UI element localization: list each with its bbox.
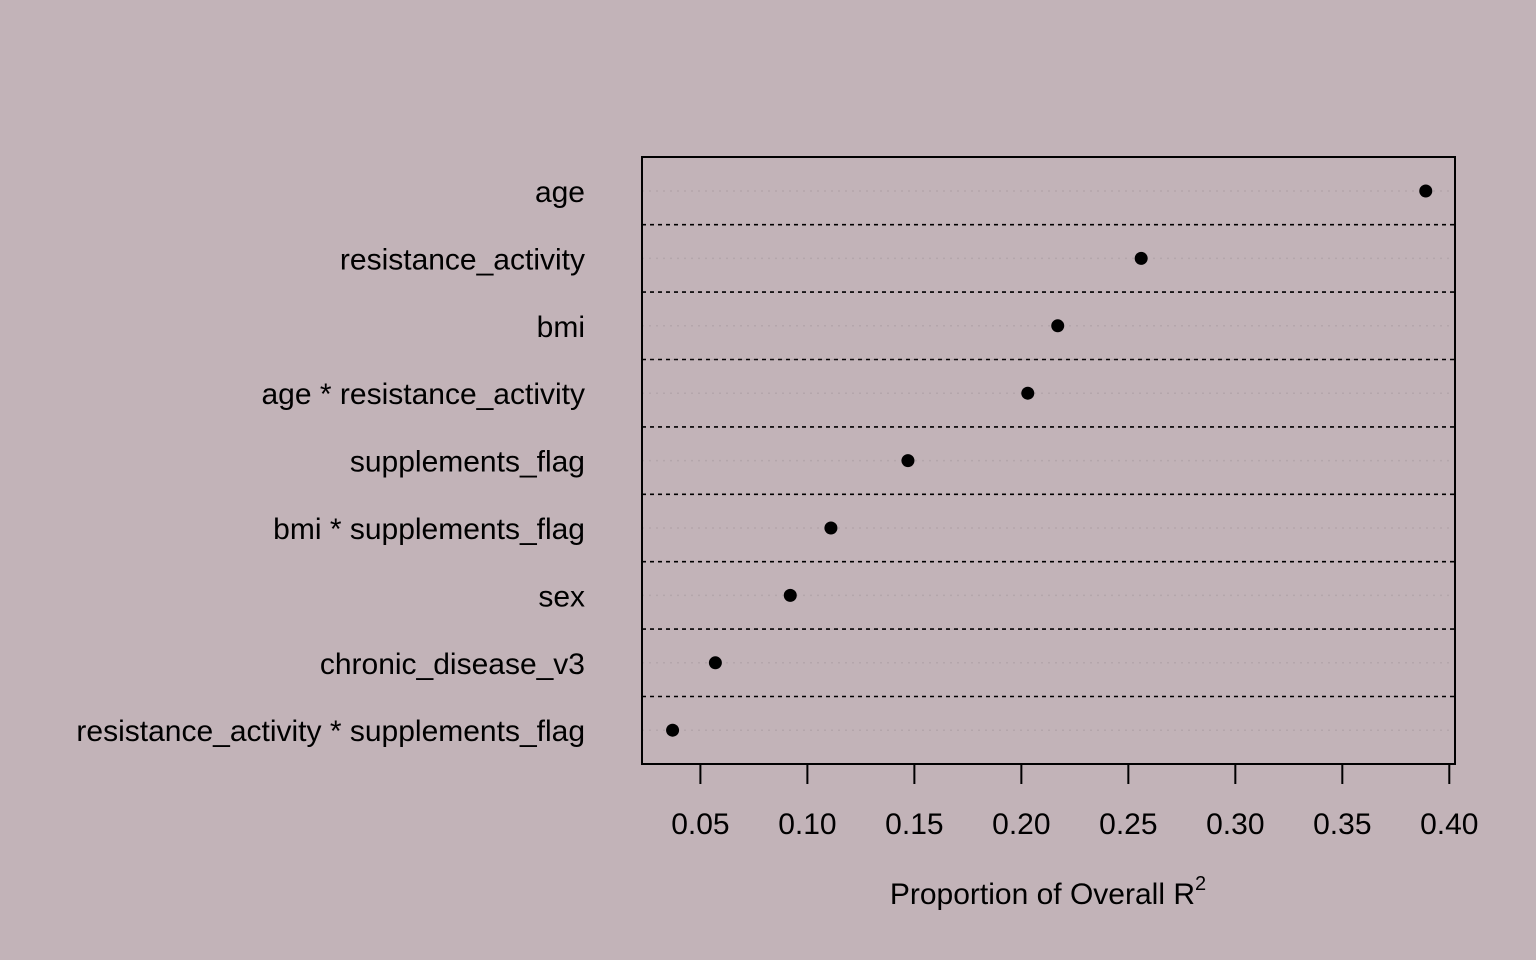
- data-point: [1419, 184, 1433, 198]
- category-label: supplements_flag: [350, 446, 585, 479]
- data-point: [1051, 319, 1065, 333]
- x-tick-label: 0.15: [885, 808, 943, 841]
- x-tick-label: 0.10: [778, 808, 836, 841]
- data-point: [1021, 386, 1035, 400]
- row-guides: [642, 190, 1455, 731]
- x-axis-title: Proportion of Overall R2: [890, 873, 1206, 911]
- category-label: age * resistance_activity: [262, 378, 586, 411]
- x-tick-label: 0.40: [1420, 808, 1478, 841]
- category-label: age: [535, 176, 585, 209]
- data-points: [666, 184, 1433, 737]
- category-label: resistance_activity * supplements_flag: [76, 715, 585, 748]
- category-label: sex: [538, 580, 585, 613]
- data-point: [901, 454, 915, 468]
- data-point: [783, 588, 797, 602]
- category-label: chronic_disease_v3: [320, 648, 585, 681]
- category-label: resistance_activity: [340, 243, 585, 276]
- x-tick-label: 0.35: [1313, 808, 1371, 841]
- data-point: [1134, 251, 1148, 265]
- data-point: [708, 656, 722, 670]
- x-tick-label: 0.25: [1099, 808, 1157, 841]
- x-tick-label: 0.30: [1206, 808, 1264, 841]
- category-label: bmi: [537, 311, 585, 344]
- category-label: bmi * supplements_flag: [273, 513, 585, 546]
- data-point: [824, 521, 838, 535]
- x-tick-label: 0.05: [671, 808, 729, 841]
- x-axis: 0.05 0.10 0.15 0.20 0.25 0.30 0.35 0.40: [671, 763, 1478, 841]
- x-axis-title-superscript: 2: [1195, 873, 1206, 895]
- x-tick-label: 0.20: [992, 808, 1050, 841]
- x-axis-title-text: Proportion of Overall R: [890, 878, 1195, 911]
- data-point: [666, 723, 680, 737]
